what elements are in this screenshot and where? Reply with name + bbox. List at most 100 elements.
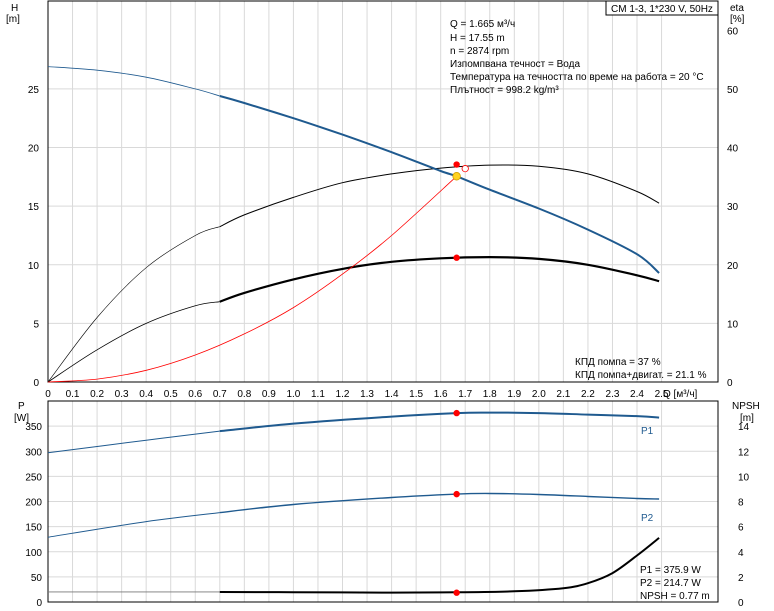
- x-tick-label: 1.6: [434, 389, 448, 400]
- x-tick-label: 1.5: [409, 389, 423, 400]
- chart-title: CM 1-3, 1*230 V, 50Hz: [611, 4, 713, 15]
- top-left-axis-label-1: H: [11, 3, 18, 14]
- x-tick-label: 0.2: [90, 389, 104, 400]
- top-left-tick-label: 5: [33, 319, 39, 330]
- x-tick-label: 1.2: [336, 389, 350, 400]
- top-x-axis-label: Q [м³/ч]: [663, 389, 698, 400]
- title-box: [605, 0, 719, 16]
- h-curve-thin: [47, 66, 220, 97]
- top-right-tick-label: 40: [727, 144, 739, 155]
- x-tick-label: 2.3: [606, 389, 620, 400]
- top-left-tick-label: 25: [28, 85, 40, 96]
- h-curve: [219, 95, 660, 274]
- eta_total-curve: [219, 255, 660, 303]
- info-eta-total: КПД помпа+двигат. = 21.1 %: [575, 370, 707, 381]
- series-label-p1: P1: [641, 426, 654, 437]
- info-q: Q = 1.665 м³/ч: [450, 19, 515, 30]
- bottom-right-tick-label: 2: [738, 573, 744, 584]
- p1-curve-thin: [47, 430, 220, 454]
- top-grid: [47, 1, 718, 383]
- x-tick-label: 0.6: [188, 389, 202, 400]
- info-density: Плътност = 998.2 kg/m³: [450, 85, 559, 96]
- top-left-axis-ticks: 0 5 10 15 20 25: [28, 85, 40, 389]
- top-right-tick-label: 0: [727, 378, 733, 389]
- top-right-axis-label-1: eta: [730, 3, 744, 14]
- duty-point-marker: [453, 589, 460, 596]
- bottom-left-tick-label: 250: [25, 472, 42, 483]
- x-tick-label: 0.3: [115, 389, 129, 400]
- top-markers: [452, 161, 469, 261]
- x-tick-label: 1.8: [483, 389, 497, 400]
- bottom-left-tick-label: 150: [25, 523, 42, 534]
- x-tick-label: 1.1: [311, 389, 325, 400]
- eta_pump-curve-thin: [47, 226, 220, 383]
- bottom-right-tick-label: 14: [738, 422, 750, 433]
- top-left-tick-label: 15: [28, 202, 40, 213]
- bottom-right-tick-label: 8: [738, 498, 744, 509]
- info-h: H = 17.55 m: [450, 33, 505, 44]
- bottom-left-tick-label: 100: [25, 548, 42, 559]
- info-liquid: Изпомпвана течност = Вода: [450, 59, 580, 70]
- bottom-right-axis-label-1: NPSH: [732, 401, 760, 412]
- top-right-tick-label: 50: [727, 85, 739, 96]
- top-left-tick-label: 0: [33, 378, 39, 389]
- info-npsh: NPSH = 0.77 m: [640, 591, 710, 602]
- bottom-right-tick-label: 4: [738, 548, 744, 559]
- x-tick-label: 1.9: [507, 389, 521, 400]
- x-tick-label: 0: [45, 389, 51, 400]
- duty-point-marker: [453, 490, 460, 498]
- bottom-right-axis-label-2: [m]: [740, 413, 754, 424]
- top-right-tick-label: 30: [727, 202, 739, 213]
- top-curves: [47, 66, 660, 383]
- p1-curve: [219, 411, 660, 433]
- operating-point-marker: [452, 172, 461, 181]
- top-right-axis-ticks: 0 10 20 30 40 50 60: [727, 26, 739, 389]
- bottom-plot-frame: [47, 400, 719, 603]
- bottom-left-tick-label: 350: [25, 422, 42, 433]
- info-p1: P1 = 375.9 W: [640, 565, 701, 576]
- bottom-right-tick-label: 0: [738, 598, 744, 609]
- top-left-axis-label-2: [m]: [6, 14, 20, 25]
- bottom-left-axis-label-1: P: [18, 401, 25, 412]
- info-n: n = 2874 rpm: [450, 46, 509, 57]
- x-tick-label: 0.4: [139, 389, 153, 400]
- info-p2: P2 = 214.7 W: [640, 578, 701, 589]
- top-left-tick-label: 10: [28, 261, 40, 272]
- top-right-tick-label: 60: [727, 26, 739, 37]
- top-x-axis-ticks: 0 0.1 0.2 0.3 0.4 0.5 0.6 0.7 0.8 0.9 1.0 1.1 1.2 1.3…: [45, 389, 669, 400]
- top-right-tick-label: 10: [727, 319, 739, 330]
- bottom-right-axis-ticks: 0 2 4 6 8 10 12 14: [738, 422, 750, 609]
- x-tick-label: 2.5: [655, 389, 669, 400]
- top-left-tick-label: 20: [28, 144, 40, 155]
- duty-point-marker: [453, 409, 460, 417]
- top-right-tick-label: 20: [727, 261, 739, 272]
- eta_pump-curve: [219, 164, 660, 228]
- bottom-curves: [47, 411, 660, 594]
- x-tick-label: 1.0: [286, 389, 300, 400]
- x-tick-label: 0.8: [237, 389, 251, 400]
- npsh-curve: [219, 537, 660, 594]
- eta_total-curve-thin: [47, 301, 220, 383]
- duty-point-marker: [453, 161, 460, 168]
- bottom-left-tick-label: 200: [25, 498, 42, 509]
- x-tick-label: 0.9: [262, 389, 276, 400]
- bottom-left-tick-label: 300: [25, 447, 42, 458]
- x-tick-label: 2.0: [532, 389, 546, 400]
- bottom-left-axis-label-2: [W]: [14, 413, 29, 424]
- bottom-grid: [47, 401, 718, 603]
- x-tick-label: 1.3: [360, 389, 374, 400]
- top-right-axis-label-2: [%]: [730, 14, 745, 25]
- x-tick-label: 2.1: [556, 389, 570, 400]
- x-tick-label: 0.7: [213, 389, 227, 400]
- bottom-right-tick-label: 10: [738, 472, 750, 483]
- system-curve: [47, 176, 457, 383]
- bottom-right-tick-label: 12: [738, 447, 750, 458]
- top-plot-frame: [47, 0, 719, 383]
- info-eta-pump: КПД помпа = 37 %: [575, 357, 661, 368]
- bottom-markers: [453, 409, 460, 596]
- x-tick-label: 2.4: [630, 389, 644, 400]
- series-label-p2: P2: [641, 513, 654, 524]
- x-tick-label: 1.4: [385, 389, 399, 400]
- duty-point-marker: [453, 254, 460, 261]
